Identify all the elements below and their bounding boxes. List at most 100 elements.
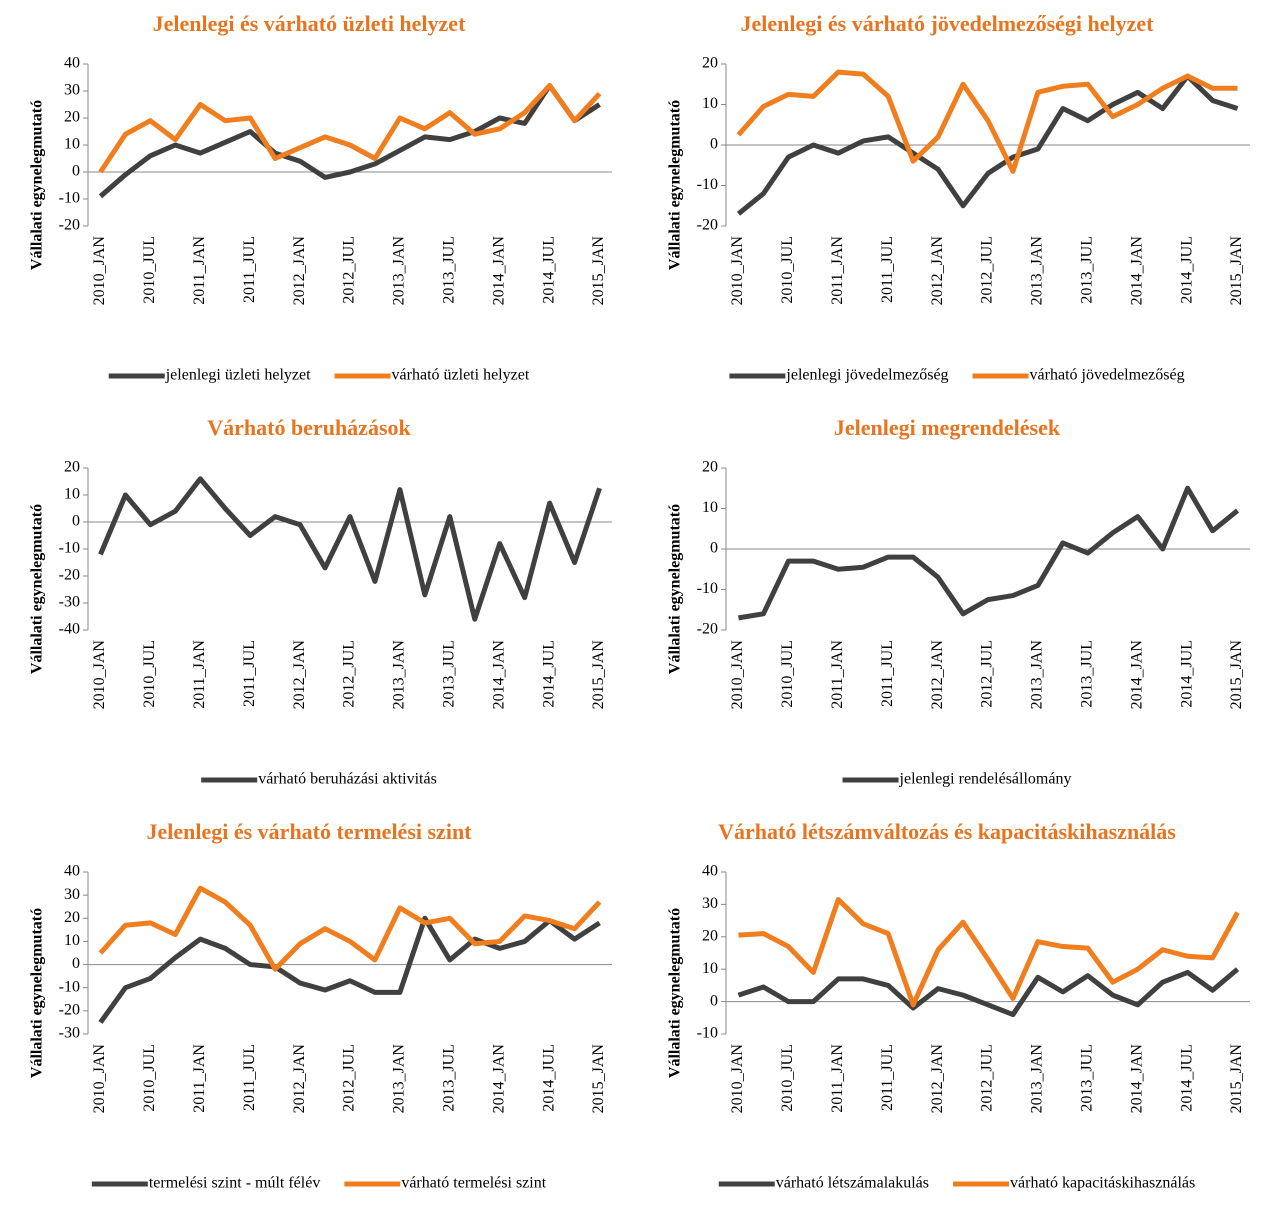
- x-tick-label: 2010_JAN: [91, 1044, 108, 1114]
- y-axis-title: Vállalati egynelegmutató: [29, 504, 46, 674]
- x-tick-label: 2013_JUL: [1078, 1044, 1095, 1112]
- y-tick-label: -20: [697, 217, 718, 234]
- line-chart: Jelenlegi és várható termelési szint Váll…: [29, 819, 612, 1192]
- x-tick-label: 2012_JAN: [929, 640, 946, 710]
- series-line: [736, 73, 1239, 216]
- legend: termelési szint - múlt félév várható term…: [91, 1175, 547, 1192]
- x-tick-label: 2014_JUL: [540, 1044, 557, 1112]
- x-tick-label: 2010_JAN: [91, 640, 108, 710]
- legend-label: várható jövedelmezőség: [1030, 367, 1185, 384]
- x-tick-label: 2010_JUL: [779, 640, 796, 708]
- y-axis-title: Vállalati egynelegmutató: [667, 100, 684, 270]
- legend-label: várható kapacitáskihasználás: [1010, 1175, 1195, 1192]
- line-chart: Jelenlegi és várható üzleti helyzet Válla…: [29, 11, 612, 384]
- y-tick-label: 20: [64, 109, 80, 126]
- x-tick-label: 2012_JUL: [341, 640, 358, 708]
- series-line: [736, 69, 1238, 174]
- y-axis-title: Vállalati egynelegmutató: [29, 100, 46, 270]
- y-tick-label: -20: [59, 1002, 80, 1019]
- x-tick-label: 2011_JAN: [829, 236, 846, 305]
- x-tick-label: 2015_JAN: [590, 640, 607, 710]
- chart-title: Jelenlegi megrendelések: [834, 415, 1061, 440]
- x-tick-label: 2012_JAN: [291, 1044, 308, 1114]
- x-tick-label: 2013_JAN: [1029, 640, 1046, 710]
- x-tick-label: 2015_JAN: [1228, 1044, 1245, 1114]
- y-tick-label: 10: [64, 486, 80, 503]
- y-tick-label: 10: [64, 136, 80, 153]
- x-tick-label: 2015_JAN: [1228, 640, 1245, 710]
- x-tick-label: 2010_JUL: [779, 236, 796, 304]
- y-tick-label: 20: [702, 927, 718, 944]
- y-tick-label: 20: [702, 459, 718, 476]
- y-tick-label: 20: [64, 459, 80, 476]
- series-line: [98, 476, 602, 622]
- x-tick-label: 2011_JUL: [241, 236, 258, 303]
- y-tick-label: 20: [702, 55, 718, 72]
- x-tick-label: 2013_JAN: [1029, 1044, 1046, 1114]
- y-tick-label: 0: [72, 513, 80, 530]
- line-chart: Várható létszámváltozás és kapacitáskiha…: [667, 819, 1250, 1192]
- y-tick-label: -10: [697, 1025, 718, 1042]
- x-tick-label: 2014_JUL: [1178, 236, 1195, 304]
- x-tick-label: 2011_JAN: [191, 1044, 208, 1113]
- x-tick-label: 2012_JAN: [291, 640, 308, 710]
- legend-label: várható beruházási aktivitás: [258, 771, 437, 788]
- x-tick-label: 2012_JAN: [291, 236, 308, 306]
- y-tick-label: 0: [710, 992, 718, 1009]
- y-tick-label: -10: [59, 978, 80, 995]
- x-tick-label: 2014_JAN: [1128, 1044, 1145, 1114]
- x-tick-label: 2012_JUL: [341, 236, 358, 304]
- y-axis-title: Vállalati egynelegmutató: [29, 908, 46, 1078]
- x-tick-label: 2014_JAN: [490, 640, 507, 710]
- y-tick-label: 0: [710, 540, 718, 557]
- y-tick-label: -10: [59, 540, 80, 557]
- x-tick-label: 2010_JUL: [141, 640, 158, 708]
- y-tick-label: 40: [702, 863, 718, 880]
- x-tick-label: 2012_JAN: [929, 236, 946, 306]
- y-tick-label: 10: [702, 960, 718, 977]
- y-tick-label: 20: [64, 909, 80, 926]
- x-tick-label: 2014_JUL: [540, 236, 557, 304]
- x-tick-label: 2011_JUL: [879, 640, 896, 707]
- legend: jelenlegi jövedelmezőség várható jövedelm…: [729, 367, 1185, 384]
- y-tick-label: -20: [697, 621, 718, 638]
- x-tick-label: 2012_JUL: [979, 640, 996, 708]
- x-tick-label: 2010_JAN: [729, 236, 746, 306]
- y-tick-label: 30: [64, 886, 80, 903]
- y-tick-label: -40: [59, 621, 80, 638]
- x-tick-label: 2013_JUL: [440, 1044, 457, 1112]
- x-tick-label: 2011_JUL: [879, 1044, 896, 1111]
- line-chart: Jelenlegi megrendelések Vállalati egynele…: [667, 415, 1250, 788]
- line-chart: Várható beruházások Vállalati egynelegmut…: [29, 415, 612, 788]
- series-line: [737, 967, 1240, 1018]
- y-tick-label: 40: [64, 863, 80, 880]
- x-tick-label: 2010_JUL: [141, 236, 158, 304]
- x-tick-label: 2013_JAN: [391, 236, 408, 306]
- y-tick-label: 10: [64, 932, 80, 949]
- x-tick-label: 2010_JAN: [729, 1044, 746, 1114]
- x-tick-label: 2013_JUL: [440, 640, 457, 708]
- y-axis-title: Vállalati egynelegmutató: [667, 504, 684, 674]
- series-line: [98, 885, 602, 972]
- x-tick-label: 2011_JAN: [829, 1044, 846, 1113]
- x-tick-label: 2012_JUL: [979, 236, 996, 304]
- x-tick-label: 2011_JAN: [829, 640, 846, 709]
- x-tick-label: 2014_JAN: [1128, 640, 1145, 710]
- series-line: [738, 485, 1240, 621]
- x-tick-label: 2011_JAN: [191, 640, 208, 709]
- series-line: [98, 915, 601, 1024]
- x-tick-label: 2010_JAN: [91, 236, 108, 306]
- chart-title: Jelenlegi és várható üzleti helyzet: [153, 11, 466, 36]
- legend: jelenlegi rendelésállomány: [842, 771, 1071, 788]
- x-tick-label: 2011_JUL: [879, 236, 896, 303]
- y-tick-label: -10: [697, 580, 718, 597]
- legend-label: jelenlegi üzleti helyzet: [165, 367, 311, 384]
- series-line: [738, 897, 1240, 1008]
- line-chart: Jelenlegi és várható jövedelmezőségi hel…: [667, 11, 1250, 384]
- x-tick-label: 2015_JAN: [1228, 236, 1245, 306]
- legend-label: várható létszámalakulás: [776, 1175, 929, 1192]
- y-tick-label: 10: [702, 95, 718, 112]
- legend-label: termelési szint - múlt félév: [149, 1175, 321, 1192]
- x-tick-label: 2011_JAN: [191, 236, 208, 305]
